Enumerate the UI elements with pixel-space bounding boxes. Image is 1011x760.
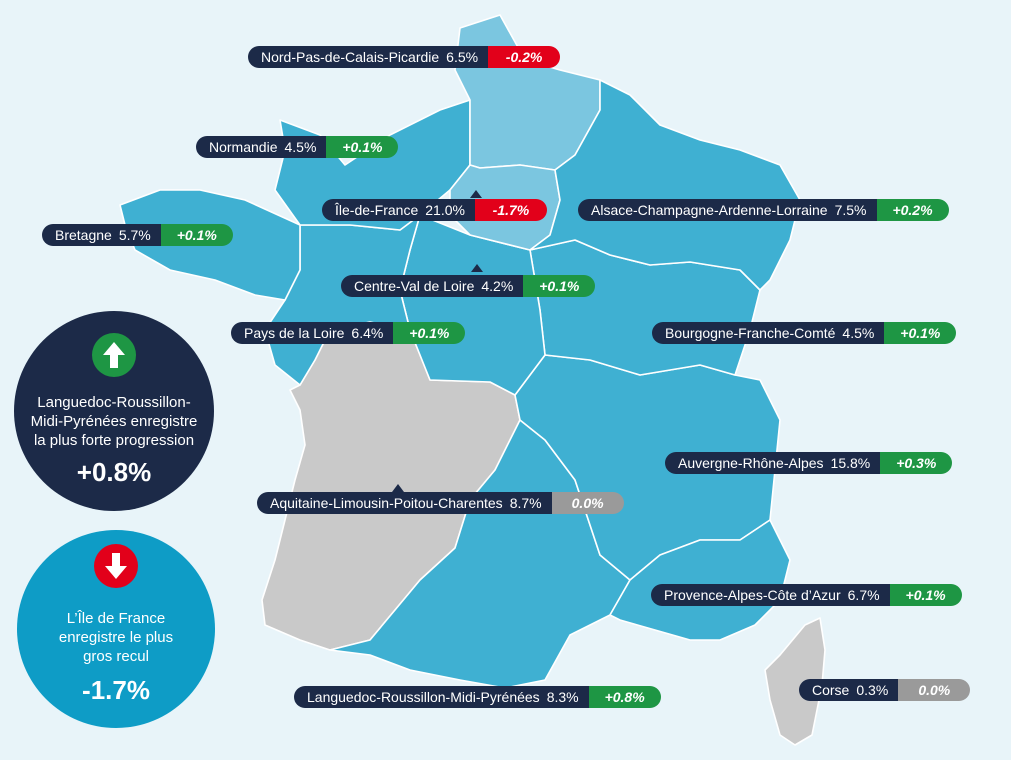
- region-change: +0.1%: [884, 322, 957, 344]
- region-label-bourgogne-franche-comte[interactable]: Bourgogne-Franche-Comté 4.5% +0.1%: [652, 322, 957, 344]
- region-name: Corse: [799, 679, 857, 701]
- region-share: 0.3%: [856, 679, 899, 701]
- region-label-alsace-champagne-ardenne-lorraine[interactable]: Alsace-Champagne-Ardenne-Lorraine 7.5% +…: [578, 199, 949, 221]
- region-label-nord-pas-de-calais-picardie[interactable]: Nord-Pas-de-Calais-Picardie 6.5% -0.2%: [248, 46, 561, 68]
- region-name: Provence-Alpes-Côte d’Azur: [651, 584, 848, 606]
- region-change: 0.0%: [551, 492, 624, 514]
- pointer-centre: [471, 264, 483, 272]
- region-label-centre-val-de-loire[interactable]: Centre-Val de Loire 4.2% +0.1%: [341, 275, 596, 297]
- region-name: Languedoc-Roussillon-Midi-Pyrénées: [294, 686, 547, 708]
- highlight-down-line3: gros recul: [83, 648, 149, 665]
- region-label-ile-de-france[interactable]: Île-de-France 21.0% -1.7%: [322, 199, 547, 221]
- region-change: +0.1%: [889, 584, 962, 606]
- region-share: 8.7%: [509, 492, 552, 514]
- region-change: +0.1%: [326, 136, 399, 158]
- region-change: -1.7%: [474, 199, 547, 221]
- highlight-down-value: -1.7%: [82, 675, 150, 705]
- region-share: 21.0%: [425, 199, 475, 221]
- highlight-biggest-increase: Languedoc-Roussillon- Midi-Pyrénées enre…: [14, 311, 214, 511]
- region-share: 6.7%: [847, 584, 890, 606]
- region-label-languedoc-roussillon-midi-pyrenees[interactable]: Languedoc-Roussillon-Midi-Pyrénées 8.3% …: [294, 686, 661, 708]
- region-label-aquitaine-limousin-poitou-charentes[interactable]: Aquitaine-Limousin-Poitou-Charentes 8.7%…: [257, 492, 624, 514]
- highlight-up-line2: Midi-Pyrénées enregistre: [30, 413, 198, 430]
- region-share: 7.5%: [834, 199, 877, 221]
- arrow-up-icon: [92, 333, 136, 377]
- region-name: Auvergne-Rhône-Alpes: [665, 452, 831, 474]
- region-change: +0.1%: [523, 275, 596, 297]
- region-change: -0.2%: [488, 46, 561, 68]
- highlight-down-line1: L’Île de France: [66, 610, 166, 627]
- region-share: 15.8%: [830, 452, 881, 474]
- region-change: +0.3%: [880, 452, 953, 474]
- region-change: +0.1%: [393, 322, 466, 344]
- region-change: +0.8%: [588, 686, 661, 708]
- arrow-down-icon: [94, 544, 138, 588]
- region-share: 4.5%: [284, 136, 327, 158]
- region-change: 0.0%: [898, 679, 971, 701]
- region-name: Île-de-France: [322, 199, 426, 221]
- highlight-up-value: +0.8%: [76, 457, 152, 487]
- highlight-up-line1: Languedoc-Roussillon-: [37, 394, 191, 411]
- region-change: +0.1%: [160, 224, 233, 246]
- region-corse: [764, 617, 826, 746]
- region-label-auvergne-rhone-alpes[interactable]: Auvergne-Rhône-Alpes 15.8% +0.3%: [665, 452, 953, 474]
- region-name: Centre-Val de Loire: [341, 275, 482, 297]
- region-name: Bretagne: [42, 224, 119, 246]
- region-share: 4.5%: [842, 322, 885, 344]
- region-change: +0.2%: [876, 199, 949, 221]
- region-label-pays-de-la-loire[interactable]: Pays de la Loire 6.4% +0.1%: [231, 322, 466, 344]
- pointer-ile-de-france: [470, 190, 482, 198]
- region-share: 6.5%: [446, 46, 489, 68]
- region-name: Alsace-Champagne-Ardenne-Lorraine: [578, 199, 835, 221]
- region-label-normandie[interactable]: Normandie 4.5% +0.1%: [196, 136, 399, 158]
- region-name: Aquitaine-Limousin-Poitou-Charentes: [257, 492, 510, 514]
- region-label-provence-alpes-cote-d-azur[interactable]: Provence-Alpes-Côte d’Azur 6.7% +0.1%: [651, 584, 962, 606]
- region-share: 6.4%: [351, 322, 394, 344]
- region-share: 5.7%: [118, 224, 161, 246]
- region-nord-pas-de-calais-picardie: [454, 14, 601, 171]
- region-provence-alpes-cote-d-azur: [609, 519, 791, 641]
- region-name: Normandie: [196, 136, 285, 158]
- region-label-corse[interactable]: Corse 0.3% 0.0%: [799, 679, 971, 701]
- region-share: 8.3%: [546, 686, 589, 708]
- region-name: Bourgogne-Franche-Comté: [652, 322, 843, 344]
- region-share: 4.2%: [481, 275, 524, 297]
- region-name: Pays de la Loire: [231, 322, 352, 344]
- region-name: Nord-Pas-de-Calais-Picardie: [248, 46, 447, 68]
- region-label-bretagne[interactable]: Bretagne 5.7% +0.1%: [42, 224, 233, 246]
- highlight-up-line3: la plus forte progression: [33, 432, 195, 449]
- highlight-down-line2: enregistre le plus: [58, 629, 174, 646]
- region-alsace-champagne-ardenne-lorraine: [529, 79, 801, 291]
- pointer-aquitaine: [392, 484, 404, 492]
- highlight-biggest-decrease: L’Île de France enregistre le plus gros …: [17, 530, 215, 728]
